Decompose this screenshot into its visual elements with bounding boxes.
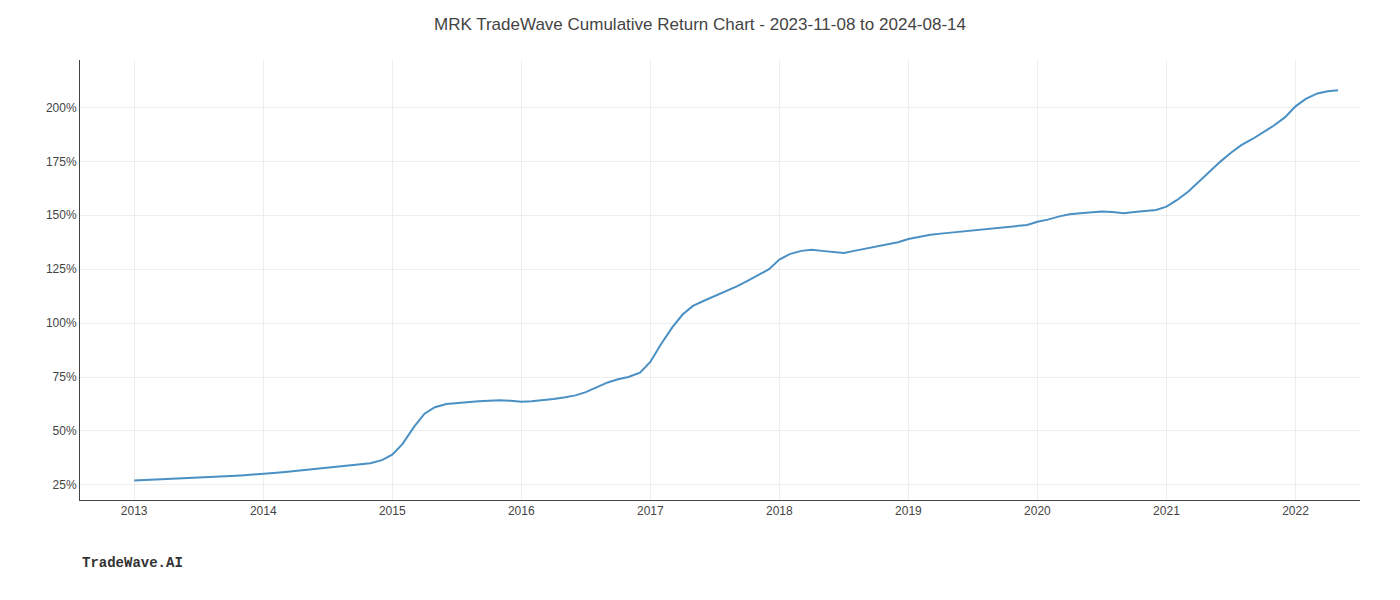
svg-text:75%: 75% [53,370,77,384]
svg-text:200%: 200% [46,101,77,115]
svg-text:TradeWave.AI: TradeWave.AI [82,555,183,571]
svg-text:2022: 2022 [1282,504,1309,518]
svg-text:2018: 2018 [766,504,793,518]
svg-text:50%: 50% [53,424,77,438]
svg-text:2020: 2020 [1024,504,1051,518]
svg-text:2013: 2013 [121,504,148,518]
svg-text:150%: 150% [46,208,77,222]
svg-text:125%: 125% [46,262,77,276]
svg-text:2016: 2016 [508,504,535,518]
svg-text:2021: 2021 [1153,504,1180,518]
svg-text:100%: 100% [46,316,77,330]
svg-text:MRK TradeWave Cumulative Retur: MRK TradeWave Cumulative Return Chart - … [434,15,966,34]
svg-text:2014: 2014 [250,504,277,518]
svg-text:175%: 175% [46,155,77,169]
svg-text:25%: 25% [53,478,77,492]
svg-text:2019: 2019 [895,504,922,518]
svg-text:2015: 2015 [379,504,406,518]
svg-text:2017: 2017 [637,504,664,518]
